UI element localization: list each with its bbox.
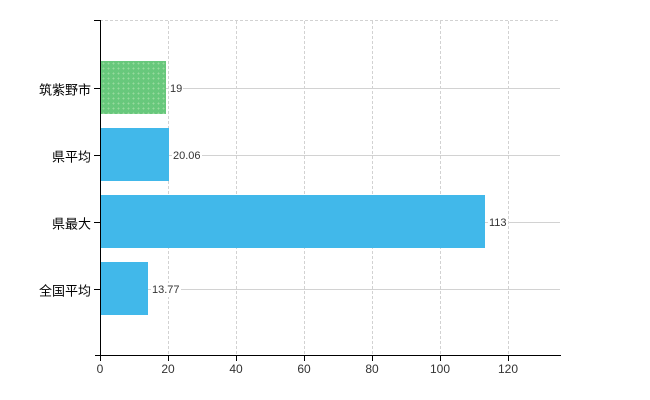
y-axis-top-tick	[94, 20, 101, 21]
row-gridline-0	[101, 88, 560, 89]
bar-3	[101, 262, 148, 315]
plot-top-border	[100, 20, 560, 21]
x-tick-label-80: 80	[365, 362, 379, 376]
y-tick-0	[94, 88, 100, 89]
value-label-1: 20.06	[172, 149, 202, 163]
value-label-0: 19	[169, 82, 184, 96]
category-label-0: 筑紫野市	[38, 82, 91, 98]
x-tick-label-120: 120	[497, 362, 519, 376]
bar-2	[101, 195, 485, 248]
y-tick-2	[94, 222, 100, 223]
x-tick-60	[304, 356, 305, 361]
x-tick-20	[168, 356, 169, 361]
gridline-x-60	[304, 21, 305, 355]
category-label-1: 県平均	[51, 149, 91, 165]
gridline-x-40	[236, 21, 237, 355]
bar-1	[101, 128, 169, 181]
x-tick-label-100: 100	[429, 362, 451, 376]
category-label-3: 全国平均	[38, 283, 91, 299]
x-tick-100	[440, 356, 441, 361]
gridline-x-100	[440, 21, 441, 355]
x-tick-120	[508, 356, 509, 361]
gridline-x-120	[508, 21, 509, 355]
y-tick-1	[94, 155, 100, 156]
x-tick-label-0: 0	[96, 362, 104, 376]
x-tick-label-60: 60	[297, 362, 311, 376]
bar-0	[101, 61, 166, 114]
x-tick-80	[372, 356, 373, 361]
gridline-x-20	[168, 21, 169, 355]
x-tick-label-40: 40	[229, 362, 243, 376]
row-gridline-3	[101, 289, 560, 290]
x-tick-0	[100, 356, 101, 361]
category-label-2: 県最大	[51, 216, 91, 232]
x-tick-40	[236, 356, 237, 361]
value-label-2: 113	[488, 216, 508, 230]
row-gridline-1	[101, 155, 560, 156]
x-axis-line	[95, 355, 561, 356]
y-tick-3	[94, 289, 100, 290]
y-axis-line	[100, 20, 101, 356]
gridline-x-80	[372, 21, 373, 355]
value-label-3: 13.77	[151, 283, 181, 297]
x-tick-label-20: 20	[161, 362, 175, 376]
